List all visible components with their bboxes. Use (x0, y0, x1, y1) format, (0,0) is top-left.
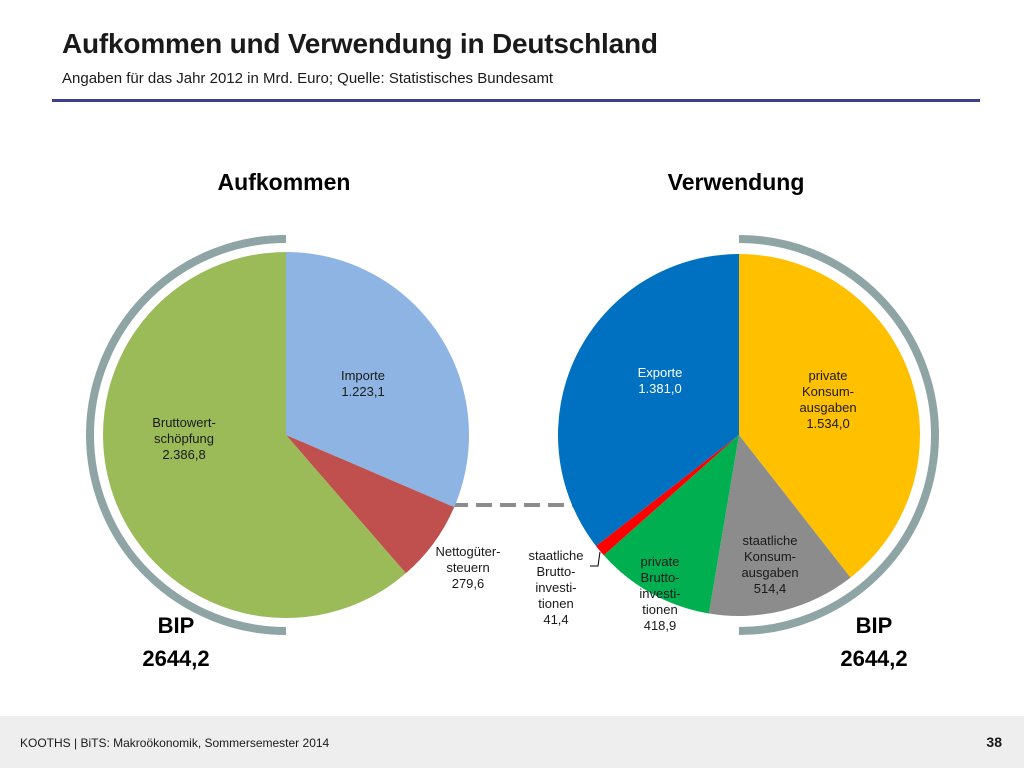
footer-text: KOOTHS | BiTS: Makroökonomik, Sommerseme… (20, 736, 330, 750)
pie-slice-staatliche-konsum-ausgaben (708, 435, 851, 616)
data-label-staatliche-brutto-investi-tionen: staatliche Brutto-investi-tionen 41,4 (529, 548, 584, 627)
data-label-importe: Importe 1.223,1 (341, 368, 385, 399)
page-subtitle: Angaben für das Jahr 2012 in Mrd. Euro; … (62, 70, 554, 87)
title-rule (52, 99, 980, 102)
pie-slice-private-brutto-investi-tionen (603, 435, 739, 614)
pie-aufkommen: Importe 1.223,1 Nettogüter-steuern 279,6 Bru… (102, 252, 501, 618)
ring-arc-verwendung (738, 235, 939, 635)
ring-arc-aufkommen (86, 235, 287, 635)
pie-slice-staatliche-brutto-investi-tionen (596, 435, 739, 556)
data-label-private-brutto-investi-tionen: private Brutto-investi-tionen 418,9 (639, 554, 680, 633)
chart-title-verwendung: Verwendung (668, 169, 805, 195)
data-label-nettogueter-steuern: Nettogüter-steuern 279,6 (435, 544, 500, 591)
data-label-exporte: Exporte 1.381,0 (638, 365, 683, 396)
page-title: Aufkommen und Verwendung in Deutschland (62, 28, 658, 59)
pie-slice-importe (286, 252, 469, 508)
leader-line-staatliche-bruttoinvestitionen (590, 551, 601, 567)
bip-total-verwendung: BIP 2644,2 (840, 613, 907, 671)
pie-verwendung: private Konsum-ausgaben 1.534,0 staatliche K… (529, 254, 921, 633)
footer-bar: KOOTHS | BiTS: Makroökonomik, Sommerseme… (0, 716, 1024, 768)
pie-slice-private-konsum-ausgaben (739, 254, 921, 578)
chart-title-aufkommen: Aufkommen (218, 169, 351, 195)
data-label-bruttowert-schoepfung: Bruttowert-schöpfung 2.386,8 (152, 415, 216, 462)
pie-slice-nettogueter-steuern (286, 435, 455, 574)
data-label-staatliche-konsum-ausgaben: staatliche Konsum-ausgaben 514,4 (741, 533, 798, 596)
bip-total-aufkommen: BIP 2644,2 (142, 613, 209, 671)
pie-slice-exporte (558, 254, 739, 546)
page-number: 38 (986, 734, 1002, 750)
charts-area: Importe 1.223,1 Nettogüter-steuern 279,6 Bru… (86, 169, 939, 671)
data-label-private-konsum-ausgaben: private Konsum-ausgaben 1.534,0 (799, 368, 856, 431)
pie-slice-bruttowert-schoepfung (102, 252, 406, 618)
